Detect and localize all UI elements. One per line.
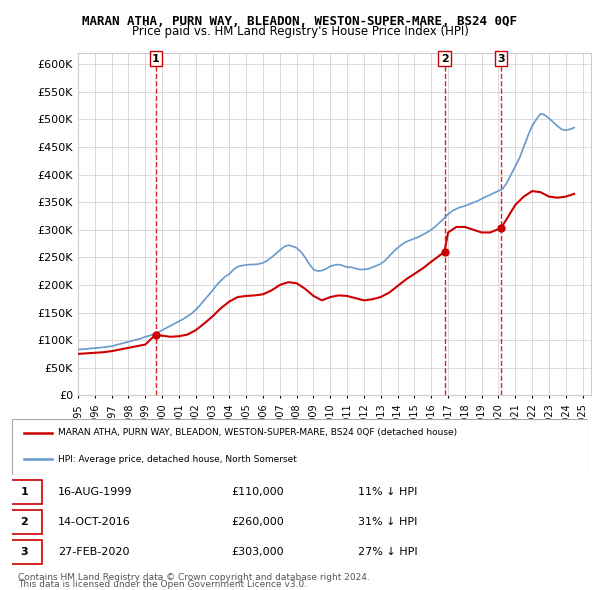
Text: 3: 3 [497,54,505,64]
Text: 3: 3 [20,547,28,557]
Text: £110,000: £110,000 [231,487,284,497]
FancyBboxPatch shape [12,419,588,475]
Text: Contains HM Land Registry data © Crown copyright and database right 2024.: Contains HM Land Registry data © Crown c… [18,573,370,582]
FancyBboxPatch shape [6,510,42,534]
FancyBboxPatch shape [6,480,42,504]
Text: This data is licensed under the Open Government Licence v3.0.: This data is licensed under the Open Gov… [18,580,307,589]
Text: HPI: Average price, detached house, North Somerset: HPI: Average price, detached house, Nort… [58,455,297,464]
FancyBboxPatch shape [6,540,42,564]
Text: 11% ↓ HPI: 11% ↓ HPI [358,487,417,497]
Text: Price paid vs. HM Land Registry's House Price Index (HPI): Price paid vs. HM Land Registry's House … [131,25,469,38]
Text: £260,000: £260,000 [231,517,284,527]
Text: 2: 2 [440,54,448,64]
Text: 2: 2 [20,517,28,527]
Text: MARAN ATHA, PURN WAY, BLEADON, WESTON-SUPER-MARE, BS24 0QF (detached house): MARAN ATHA, PURN WAY, BLEADON, WESTON-SU… [58,428,457,437]
Text: 27-FEB-2020: 27-FEB-2020 [58,547,130,557]
Text: 14-OCT-2016: 14-OCT-2016 [58,517,131,527]
Text: £303,000: £303,000 [231,547,284,557]
Text: 16-AUG-1999: 16-AUG-1999 [58,487,133,497]
Text: MARAN ATHA, PURN WAY, BLEADON, WESTON-SUPER-MARE, BS24 0QF: MARAN ATHA, PURN WAY, BLEADON, WESTON-SU… [83,15,517,28]
Text: 1: 1 [152,54,160,64]
Text: 27% ↓ HPI: 27% ↓ HPI [358,547,417,557]
Text: 1: 1 [20,487,28,497]
Text: 31% ↓ HPI: 31% ↓ HPI [358,517,417,527]
